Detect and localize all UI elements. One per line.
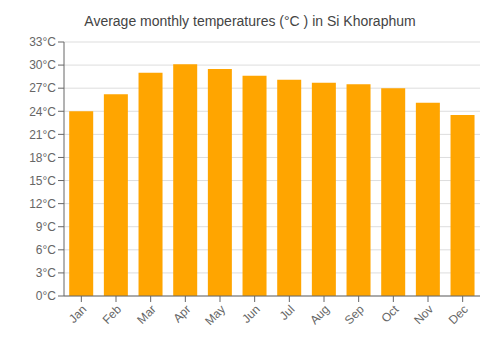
svg-text:9°C: 9°C bbox=[36, 220, 56, 234]
svg-text:6°C: 6°C bbox=[36, 243, 56, 257]
svg-text:30°C: 30°C bbox=[29, 58, 56, 72]
svg-text:18°C: 18°C bbox=[29, 151, 56, 165]
svg-text:12°C: 12°C bbox=[29, 197, 56, 211]
svg-text:Aug: Aug bbox=[307, 302, 332, 327]
svg-text:21°C: 21°C bbox=[29, 128, 56, 142]
svg-text:Nov: Nov bbox=[411, 302, 436, 327]
svg-text:Jun: Jun bbox=[239, 302, 263, 326]
svg-text:3°C: 3°C bbox=[36, 266, 56, 280]
svg-text:33°C: 33°C bbox=[29, 35, 56, 49]
svg-text:Oct: Oct bbox=[378, 302, 402, 326]
svg-text:Apr: Apr bbox=[170, 302, 193, 325]
svg-text:Jan: Jan bbox=[66, 302, 90, 326]
svg-text:Mar: Mar bbox=[134, 302, 159, 327]
svg-text:May: May bbox=[202, 302, 228, 328]
svg-text:Feb: Feb bbox=[100, 302, 125, 327]
svg-text:0°C: 0°C bbox=[36, 289, 56, 303]
svg-text:Sep: Sep bbox=[342, 302, 367, 327]
svg-text:Dec: Dec bbox=[446, 302, 471, 327]
svg-text:24°C: 24°C bbox=[29, 105, 56, 119]
html-text:Average monthly temperatures (: Average monthly temperatures (°C ) in Si… bbox=[84, 13, 416, 29]
svg-text:Jul: Jul bbox=[277, 302, 298, 323]
svg-text:27°C: 27°C bbox=[29, 81, 56, 95]
svg-text:15°C: 15°C bbox=[29, 174, 56, 188]
